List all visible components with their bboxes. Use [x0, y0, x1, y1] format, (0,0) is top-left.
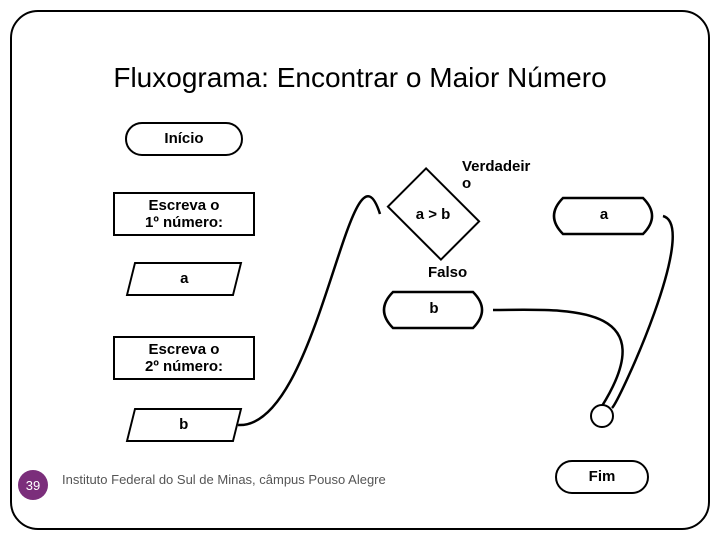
node-end: Fim: [555, 460, 649, 494]
node-start: Início: [125, 122, 243, 156]
edge-label-true: Verdadeiro: [462, 158, 530, 192]
label-start: Início: [164, 130, 203, 147]
label-decision: a > b: [416, 206, 451, 223]
node-write1: Escreva o1º número:: [113, 192, 255, 236]
node-write2: Escreva o2º número:: [113, 336, 255, 380]
label-out-a: a: [545, 206, 663, 223]
slide-number: 39: [18, 470, 48, 500]
node-output-a: a: [545, 196, 663, 236]
node-input-b: b: [126, 408, 242, 442]
node-connector: [590, 404, 614, 428]
label-write1: Escreva o1º número:: [145, 197, 223, 232]
label-in-a: a: [180, 270, 188, 287]
label-write2: Escreva o2º número:: [145, 341, 223, 376]
node-output-b: b: [375, 290, 493, 330]
footer-text: Instituto Federal do Sul de Minas, câmpu…: [62, 472, 386, 487]
slide-title: Fluxograma: Encontrar o Maior Número: [0, 62, 720, 94]
node-input-a: a: [126, 262, 242, 296]
label-in-b: b: [179, 416, 188, 433]
label-out-b: b: [375, 300, 493, 317]
edge-label-false: Falso: [428, 264, 467, 281]
label-end: Fim: [589, 468, 616, 485]
